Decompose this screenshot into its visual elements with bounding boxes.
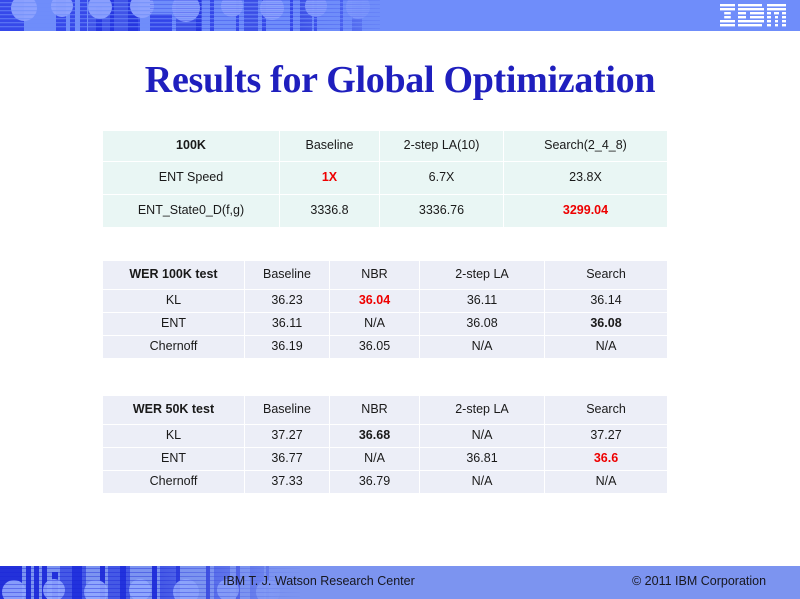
table-cell: N/A (545, 471, 667, 493)
table-cell: 36.08 (545, 313, 667, 336)
table-cell: 36.81 (420, 448, 545, 471)
column-header: 100K (103, 131, 280, 162)
table-wer-50k-test: WER 50K test Baseline NBR 2-step LA Sear… (103, 396, 667, 493)
table-cell: 3299.04 (504, 195, 667, 227)
row-label: KL (103, 290, 245, 313)
table-cell: N/A (545, 336, 667, 358)
table-cell: N/A (420, 425, 545, 448)
column-header: 2-step LA (420, 396, 545, 425)
column-header: NBR (330, 396, 420, 425)
table-header-row: WER 50K test Baseline NBR 2-step LA Sear… (103, 396, 667, 425)
table-cell: 37.27 (545, 425, 667, 448)
table-cell: 36.68 (330, 425, 420, 448)
table-cell: 37.27 (245, 425, 330, 448)
table-cell: 36.04 (330, 290, 420, 313)
ibm-logo-icon (720, 4, 786, 31)
row-label: ENT_State0_D(f,g) (103, 195, 280, 227)
table-cell: 36.11 (420, 290, 545, 313)
table-global-optimization-100k: 100K Baseline 2-step LA(10) Search(2_4_8… (103, 131, 667, 227)
table-row: KL 36.23 36.04 36.11 36.14 (103, 290, 667, 313)
table-cell: 6.7X (380, 162, 504, 195)
row-label: KL (103, 425, 245, 448)
table-header-row: 100K Baseline 2-step LA(10) Search(2_4_8… (103, 131, 667, 162)
table-cell: 36.05 (330, 336, 420, 358)
row-label: Chernoff (103, 471, 245, 493)
row-label: ENT (103, 448, 245, 471)
column-header: Baseline (245, 396, 330, 425)
table-cell: 3336.8 (280, 195, 380, 227)
column-header: Search (545, 396, 667, 425)
footer-pattern-fade (160, 566, 310, 599)
table-cell: 36.77 (245, 448, 330, 471)
table-row: ENT 36.11 N/A 36.08 36.08 (103, 313, 667, 336)
footer-band: IBM T. J. Watson Research Center © 2011 … (0, 566, 800, 599)
footer-center-text: IBM T. J. Watson Research Center (223, 574, 415, 588)
table-row: Chernoff 36.19 36.05 N/A N/A (103, 336, 667, 358)
row-label: ENT (103, 313, 245, 336)
table-header-row: WER 100K test Baseline NBR 2-step LA Sea… (103, 261, 667, 290)
table-row: KL 37.27 36.68 N/A 37.27 (103, 425, 667, 448)
table-cell: 23.8X (504, 162, 667, 195)
row-label: ENT Speed (103, 162, 280, 195)
column-header: Search(2_4_8) (504, 131, 667, 162)
table-wer-100k-test: WER 100K test Baseline NBR 2-step LA Sea… (103, 261, 667, 358)
table-cell: 1X (280, 162, 380, 195)
table-cell: 36.23 (245, 290, 330, 313)
table-cell: 3336.76 (380, 195, 504, 227)
row-label: Chernoff (103, 336, 245, 358)
footer-copyright-text: © 2011 IBM Corporation (632, 574, 767, 588)
table-cell: 36.79 (330, 471, 420, 493)
table-row: Chernoff 37.33 36.79 N/A N/A (103, 471, 667, 493)
column-header: WER 100K test (103, 261, 245, 290)
slide-title: Results for Global Optimization (144, 59, 656, 101)
column-header: Baseline (280, 131, 380, 162)
table-row: ENT 36.77 N/A 36.81 36.6 (103, 448, 667, 471)
table-cell: 36.14 (545, 290, 667, 313)
table-cell: N/A (420, 471, 545, 493)
column-header: Search (545, 261, 667, 290)
table-cell: N/A (330, 313, 420, 336)
column-header: Baseline (245, 261, 330, 290)
table-row: ENT_State0_D(f,g) 3336.8 3336.76 3299.04 (103, 195, 667, 227)
column-header: 2-step LA (420, 261, 545, 290)
table-cell: 36.11 (245, 313, 330, 336)
table-cell: N/A (330, 448, 420, 471)
table-cell: N/A (420, 336, 545, 358)
table-cell: 36.08 (420, 313, 545, 336)
table-row: ENT Speed 1X 6.7X 23.8X (103, 162, 667, 195)
table-cell: 36.6 (545, 448, 667, 471)
header-band (0, 0, 800, 31)
header-pattern-fade (300, 0, 420, 31)
table-cell: 36.19 (245, 336, 330, 358)
table-cell: 37.33 (245, 471, 330, 493)
column-header: WER 50K test (103, 396, 245, 425)
ibm-logo-svg (720, 4, 786, 27)
column-header: 2-step LA(10) (380, 131, 504, 162)
column-header: NBR (330, 261, 420, 290)
